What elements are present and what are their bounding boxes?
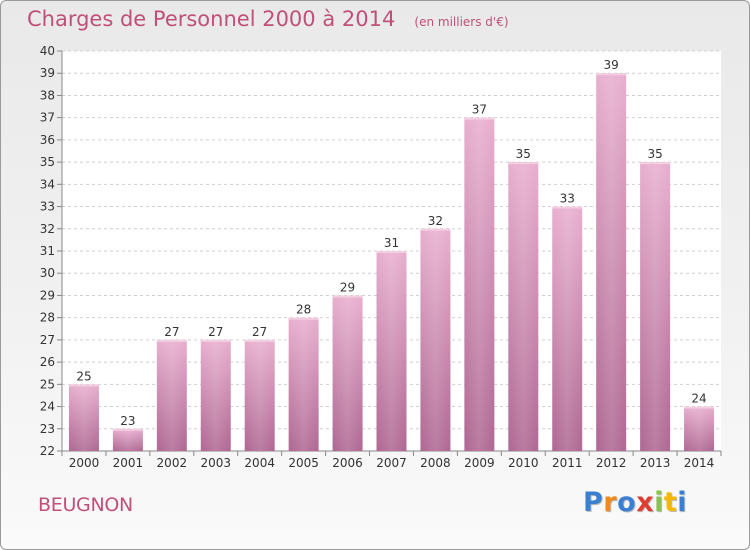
bar-shine [114,429,141,451]
logo-letter: x [636,487,655,518]
x-tick-label: 2003 [200,456,231,470]
bar-shine [202,340,229,451]
data-label: 24 [691,392,706,406]
y-tick-label: 28 [40,311,55,325]
data-label: 23 [120,414,135,428]
y-tick-label: 30 [40,266,55,280]
bar-cap [640,162,671,165]
bar-cap [200,339,231,342]
y-tick-label: 23 [40,422,55,436]
bar-cap [112,428,143,431]
y-tick-label: 35 [40,155,55,169]
bar-shine [598,74,625,451]
bar-shine [246,340,273,451]
x-tick-label: 2006 [332,456,363,470]
y-tick-label: 31 [40,244,55,258]
bar-cap [376,251,407,253]
data-label: 25 [76,369,91,383]
y-tick-label: 37 [40,111,55,125]
bar-cap [552,206,583,209]
data-label: 33 [560,192,575,206]
bar-cap [596,73,627,76]
bar-shine [554,207,581,451]
data-label: 27 [164,325,179,339]
y-tick-label: 24 [40,400,55,414]
x-tick-label: 2000 [69,456,100,470]
data-label: 39 [604,58,619,72]
logo-letter: i [654,487,664,518]
bar-shine [70,385,97,451]
unit-note: (en milliers d'€) [414,15,509,29]
bar-cap [508,162,539,165]
data-label: 32 [428,214,443,228]
x-tick-label: 2014 [684,456,715,470]
y-tick-label: 36 [40,133,55,147]
bar-shine [466,118,493,452]
y-tick-label: 38 [40,88,55,102]
y-tick-label: 26 [40,355,55,369]
y-tick-label: 32 [40,222,55,236]
logo-letter: P [583,487,604,518]
x-tick-label: 2008 [420,456,451,470]
logo-letter: o [617,487,637,518]
bar-shine [686,407,713,451]
title-row: Charges de Personnel 2000 à 2014 (en mil… [27,7,509,31]
logo-letter: r [603,487,618,518]
town-name: BEUGNON [38,494,133,516]
x-tick-label: 2013 [640,456,671,470]
y-tick-label: 22 [40,444,55,458]
y-tick-label: 25 [40,377,55,391]
x-tick-label: 2004 [244,456,275,470]
proxiti-logo: Proxiti [583,487,687,518]
data-label: 27 [208,325,223,339]
bar-shine [642,163,669,451]
bar-shine [510,163,537,451]
y-tick-label: 27 [40,333,55,347]
x-tick-label: 2010 [508,456,539,470]
y-tick-label: 29 [40,288,55,302]
bar-cap [288,317,319,320]
y-tick-label: 39 [40,66,55,80]
bar-cap [244,339,275,342]
bar-shine [334,296,361,451]
x-tick-label: 2009 [464,456,495,470]
bar-shine [378,252,405,451]
data-label: 29 [340,280,355,294]
y-tick-label: 34 [40,177,55,191]
bar-shine [422,229,449,451]
data-label: 35 [647,147,662,161]
bar-cap [420,228,451,231]
chart-title: Charges de Personnel 2000 à 2014 [27,7,396,31]
data-label: 35 [516,147,531,161]
x-tick-label: 2005 [288,456,319,470]
bar-cap [68,384,99,387]
x-tick-label: 2001 [113,456,144,470]
y-tick-label: 33 [40,200,55,214]
x-tick-label: 2002 [157,456,188,470]
bar-cap [464,117,495,120]
data-label: 27 [252,325,267,339]
x-tick-label: 2007 [376,456,407,470]
bar-cap [156,339,187,342]
logo-letter: t [663,487,678,518]
x-tick-label: 2012 [596,456,627,470]
bar-shine [290,318,317,451]
x-tick-label: 2011 [552,456,583,470]
data-label: 37 [472,103,487,117]
y-tick-label: 40 [40,44,55,58]
data-label: 28 [296,303,311,317]
bar-shine [158,340,185,451]
logo-letter: i [677,487,688,518]
bar-cap [332,295,363,298]
data-label: 31 [384,236,399,250]
bar-cap [684,406,715,409]
